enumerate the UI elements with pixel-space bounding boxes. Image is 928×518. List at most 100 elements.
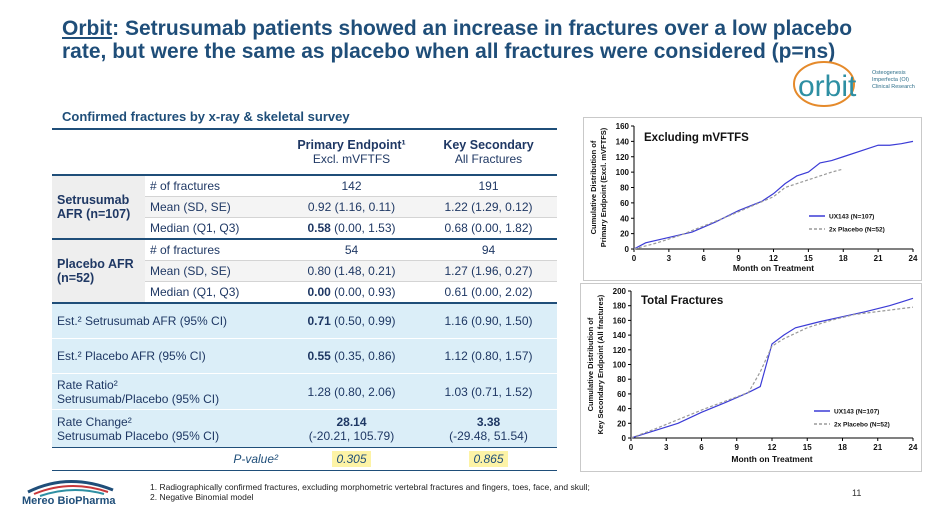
y-tick-label: 0 bbox=[622, 434, 627, 443]
legend-label: 2x Placebo (N=52) bbox=[834, 422, 890, 429]
row-label: Rate Ratio² Setrusumab/Placebo (95% CI) bbox=[52, 373, 283, 410]
column-header: Primary Endpoint¹ Excl. mVFTFS bbox=[283, 128, 420, 175]
y-tick-label: 100 bbox=[616, 168, 630, 177]
x-tick-label: 18 bbox=[838, 443, 847, 452]
logo-ring bbox=[793, 61, 855, 107]
row-label-line: Setrusumab Placebo (95% CI) bbox=[57, 428, 220, 443]
footnotes: 1. Radiographically confirmed fractures,… bbox=[150, 482, 590, 502]
y-tick-label: 200 bbox=[613, 287, 627, 296]
y-tick-label: 140 bbox=[613, 331, 627, 340]
row-label-line: Est.² Placebo AFR (95% CI) bbox=[57, 349, 206, 363]
row-label: # of fractures bbox=[145, 174, 283, 197]
row-label: Est.² Setrusumab AFR (95% CI) bbox=[52, 302, 283, 339]
x-tick-label: 15 bbox=[804, 254, 813, 263]
y-tick-label: 100 bbox=[613, 361, 627, 370]
results-table: Primary Endpoint¹ Excl. mVFTFS Key Seconda… bbox=[52, 128, 557, 471]
logo-arc bbox=[33, 484, 109, 495]
series-line bbox=[633, 140, 914, 250]
table-row: Median (Q1, Q3) 0.58 (0.00, 1.53) 0.68 (0.… bbox=[52, 217, 557, 239]
header-title: Key Secondary bbox=[443, 138, 534, 152]
chart-excluding: 0 20 40 60 80 100 120 140 160 0 3 6 9 12 15 18 21 24 Month… bbox=[583, 117, 922, 281]
x-tick-label: 6 bbox=[699, 443, 704, 452]
y-tick-label: 20 bbox=[617, 419, 626, 428]
cell-value: 54 bbox=[344, 243, 359, 257]
column-header: Key Secondary All Fractures bbox=[420, 128, 557, 175]
y-axis-label: Primary Endpoint (Excl. mVFTFS) bbox=[599, 127, 608, 247]
group-label: Setrusumab AFR (n=107) bbox=[52, 174, 145, 239]
y-axis-label: Cumulative Distribution of bbox=[586, 317, 595, 411]
series-line bbox=[630, 306, 914, 439]
y-tick-label: 60 bbox=[620, 199, 629, 208]
x-tick-label: 12 bbox=[768, 443, 777, 452]
row-label: Mean (SD, SE) bbox=[145, 260, 283, 282]
y-axis-label: Cumulative Distribution of bbox=[589, 140, 598, 234]
row-label: Rate Change² Setrusumab Placebo (95% CI) bbox=[52, 409, 283, 448]
logo-tagline: Osteogenesis bbox=[872, 70, 906, 76]
row-label: # of fractures bbox=[145, 238, 283, 261]
table-cell: 0.68 (0.00, 1.82) bbox=[420, 217, 557, 239]
logo-tagline: Clinical Research bbox=[872, 84, 915, 90]
table-cell: 1.22 (1.29, 0.12) bbox=[420, 196, 557, 218]
table-cell: 1.03 (0.71, 1.52) bbox=[420, 373, 557, 410]
cell-value: 0.80 (1.48, 0.21) bbox=[307, 264, 396, 278]
table-row: Mean (SD, SE) 0.92 (1.16, 0.11) 1.22 (1.29… bbox=[52, 196, 557, 218]
y-tick-label: 40 bbox=[620, 214, 629, 223]
row-label-line: Setrusumab/Placebo (95% CI) bbox=[57, 391, 220, 406]
table-cell: 3.38 (-29.48, 51.54) bbox=[420, 409, 557, 448]
page-number: 11 bbox=[852, 488, 862, 498]
table-cell: 0.55 (0.35, 0.86) bbox=[283, 338, 420, 374]
cell-lead: 0.00 bbox=[307, 285, 331, 299]
logo-name: orbit bbox=[798, 70, 857, 103]
legend-label: UX143 (N=107) bbox=[834, 409, 879, 416]
table-row: Median (Q1, Q3) 0.00 (0.00, 0.93) 0.61 (0.… bbox=[52, 281, 557, 303]
cell-value: 1.28 (0.80, 2.06) bbox=[307, 384, 396, 399]
y-tick-label: 140 bbox=[616, 137, 630, 146]
y-tick-label: 80 bbox=[620, 184, 629, 193]
series-line bbox=[633, 168, 844, 250]
table-row: Placebo AFR (n=52) # of fractures 54 94 bbox=[52, 238, 557, 303]
legend-label: 2x Placebo (N=52) bbox=[829, 227, 885, 234]
cell-value: 94 bbox=[481, 243, 496, 257]
pvalue: 0.305 bbox=[332, 451, 371, 467]
x-tick-label: 12 bbox=[769, 254, 778, 263]
cell-rest: (0.00, 1.53) bbox=[334, 221, 396, 235]
cell-lead: 3.38 bbox=[476, 414, 501, 429]
cell-rest: (0.50, 0.99) bbox=[334, 314, 396, 328]
row-label-line: Rate Ratio² bbox=[57, 377, 118, 392]
table-cell: 191 bbox=[420, 174, 557, 197]
cell-rest: (0.35, 0.86) bbox=[334, 349, 396, 363]
pvalue-cell: 0.305 bbox=[283, 447, 420, 471]
header-sub: Excl. mVFTFS bbox=[312, 152, 391, 166]
table-cell: 94 bbox=[420, 238, 557, 261]
estimate-row: Rate Change² Setrusumab Placebo (95% CI) 2… bbox=[52, 409, 557, 448]
y-tick-label: 20 bbox=[620, 230, 629, 239]
row-label-line: Est.² Setrusumab AFR (95% CI) bbox=[57, 314, 228, 328]
title-lead: Orbit bbox=[62, 17, 113, 40]
table-cell: 1.28 (0.80, 2.06) bbox=[283, 373, 420, 410]
title-text: : Setrusumab patients showed an increase… bbox=[62, 17, 853, 63]
company-logo: Mereo BioPharma bbox=[22, 480, 116, 507]
chart-total: 0 20 40 60 80 100 120 140 160 180 200 0 3 6 9 12 15 18 21 2… bbox=[580, 283, 922, 472]
cell-rest: (0.00, 0.93) bbox=[334, 285, 396, 299]
cell-value: 191 bbox=[478, 179, 499, 193]
y-tick-label: 120 bbox=[616, 153, 630, 162]
table-cell: 142 bbox=[283, 174, 420, 197]
row-label: Mean (SD, SE) bbox=[145, 196, 283, 218]
y-tick-label: 40 bbox=[617, 405, 626, 414]
footnote: 1. Radiographically confirmed fractures,… bbox=[150, 482, 590, 492]
x-tick-label: 24 bbox=[909, 254, 918, 263]
table-row: Setrusumab AFR (n=107) # of fractures 142 1… bbox=[52, 174, 557, 239]
x-tick-label: 3 bbox=[667, 254, 672, 263]
y-tick-label: 0 bbox=[625, 245, 630, 254]
x-tick-label: 24 bbox=[909, 443, 918, 452]
header-sub: All Fractures bbox=[454, 152, 523, 166]
group-label: Placebo AFR (n=52) bbox=[52, 238, 145, 303]
y-tick-label: 120 bbox=[613, 346, 627, 355]
cell-value: 1.27 (1.96, 0.27) bbox=[444, 264, 533, 278]
y-tick-label: 160 bbox=[613, 316, 627, 325]
y-tick-label: 60 bbox=[617, 390, 626, 399]
header-row: Primary Endpoint¹ Excl. mVFTFS Key Seconda… bbox=[52, 128, 557, 175]
pvalue-label: P-value² bbox=[52, 447, 283, 471]
cell-value: 1.16 (0.90, 1.50) bbox=[444, 314, 533, 328]
